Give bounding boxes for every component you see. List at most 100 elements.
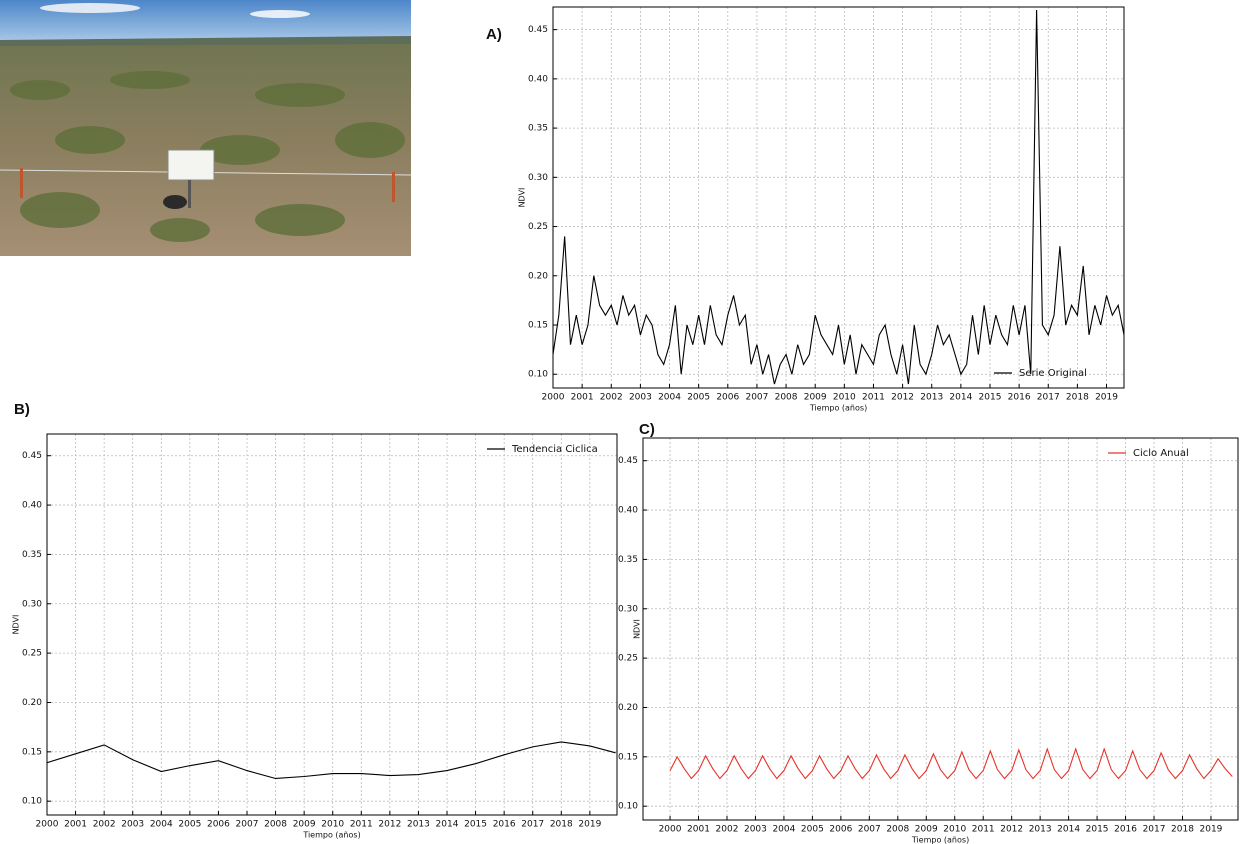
y-tick-label: 0.15 bbox=[528, 320, 548, 330]
x-tick-label: 2019 bbox=[1200, 825, 1223, 835]
x-tick-label: 2009 bbox=[804, 393, 827, 403]
x-axis-label: Tiempo (años) bbox=[302, 831, 360, 840]
x-tick-label: 2008 bbox=[264, 820, 287, 830]
y-tick-label: 0.40 bbox=[618, 506, 638, 516]
x-tick-label: 2002 bbox=[600, 393, 623, 403]
panel-label: B) bbox=[14, 401, 30, 418]
x-tick-label: 2007 bbox=[236, 820, 259, 830]
x-tick-label: 2011 bbox=[350, 820, 373, 830]
x-tick-label: 2013 bbox=[407, 820, 430, 830]
legend-label: Ciclo Anual bbox=[1133, 448, 1189, 459]
x-tick-label: 2006 bbox=[207, 820, 230, 830]
x-tick-label: 2006 bbox=[829, 825, 852, 835]
x-tick-label: 2002 bbox=[716, 825, 739, 835]
y-tick-label: 0.15 bbox=[22, 747, 42, 757]
legend-label: Tendencia Ciclica bbox=[511, 444, 598, 455]
x-tick-label: 2003 bbox=[121, 820, 144, 830]
y-tick-label: 0.20 bbox=[528, 271, 548, 281]
x-tick-label: 2014 bbox=[949, 393, 972, 403]
x-tick-label: 2001 bbox=[64, 820, 87, 830]
plot-frame bbox=[642, 437, 1239, 821]
x-tick-label: 2000 bbox=[659, 825, 682, 835]
x-tick-label: 2001 bbox=[571, 393, 594, 403]
x-tick-label: 2007 bbox=[745, 393, 768, 403]
x-axis-label: Tiempo (años) bbox=[911, 836, 969, 844]
x-tick-label: 2019 bbox=[578, 820, 601, 830]
x-tick-label: 2012 bbox=[1000, 825, 1023, 835]
x-tick-label: 2019 bbox=[1095, 393, 1118, 403]
x-tick-label: 2017 bbox=[521, 820, 544, 830]
x-tick-label: 2004 bbox=[658, 393, 681, 403]
data-line bbox=[47, 741, 616, 780]
y-tick-label: 0.40 bbox=[528, 74, 548, 84]
y-tick-label: 0.35 bbox=[618, 555, 638, 565]
x-tick-label: 2008 bbox=[775, 393, 798, 403]
x-tick-label: 2004 bbox=[150, 820, 173, 830]
x-tick-label: 2016 bbox=[493, 820, 516, 830]
photo bbox=[0, 0, 412, 256]
data-line bbox=[669, 747, 1233, 780]
y-tick-label: 0.45 bbox=[528, 25, 548, 35]
x-tick-label: 2000 bbox=[36, 820, 59, 830]
x-tick-label: 2016 bbox=[1008, 393, 1031, 403]
y-axis-label: NDVI bbox=[633, 619, 642, 639]
x-tick-label: 2012 bbox=[378, 820, 401, 830]
x-tick-label: 2008 bbox=[886, 825, 909, 835]
chart: A) 0.10 0.15 0.20 0.25 0.30 0.35 0.40 0.45 2000 20… bbox=[486, 6, 1125, 413]
y-tick-label: 0.35 bbox=[22, 550, 42, 560]
x-tick-label: 2012 bbox=[891, 393, 914, 403]
x-tick-label: 2017 bbox=[1037, 393, 1060, 403]
x-tick-label: 2014 bbox=[436, 820, 459, 830]
y-tick-label: 0.20 bbox=[618, 703, 638, 713]
x-tick-label: 2014 bbox=[1057, 825, 1080, 835]
y-axis-label: NDVI bbox=[518, 188, 527, 208]
x-tick-label: 2009 bbox=[915, 825, 938, 835]
y-tick-label: 0.30 bbox=[528, 173, 548, 183]
x-tick-label: 2015 bbox=[979, 393, 1002, 403]
x-tick-label: 2018 bbox=[1171, 825, 1194, 835]
x-tick-label: 2015 bbox=[464, 820, 487, 830]
x-tick-label: 2018 bbox=[1066, 393, 1089, 403]
y-tick-label: 0.40 bbox=[22, 501, 42, 511]
y-tick-label: 0.20 bbox=[22, 698, 42, 708]
y-tick-label: 0.45 bbox=[22, 451, 42, 461]
plot-frame bbox=[552, 6, 1125, 389]
plot-frame bbox=[46, 433, 618, 816]
x-tick-label: 2018 bbox=[550, 820, 573, 830]
x-tick-label: 2007 bbox=[858, 825, 881, 835]
x-tick-label: 2006 bbox=[716, 393, 739, 403]
legend-label: Serie Original bbox=[1019, 368, 1087, 379]
x-tick-label: 2003 bbox=[629, 393, 652, 403]
x-tick-label: 2010 bbox=[943, 825, 966, 835]
y-tick-label: 0.45 bbox=[618, 456, 638, 466]
y-tick-label: 0.30 bbox=[618, 604, 638, 614]
x-tick-label: 2000 bbox=[542, 393, 565, 403]
x-tick-label: 2005 bbox=[801, 825, 824, 835]
chart: C) 0.10 0.15 0.20 0.25 0.30 0.35 0.40 0.45 2000 20… bbox=[618, 421, 1239, 844]
x-tick-label: 2001 bbox=[687, 825, 710, 835]
y-tick-label: 0.35 bbox=[528, 124, 548, 134]
y-tick-label: 0.25 bbox=[528, 222, 548, 232]
panel-label: C) bbox=[639, 421, 655, 438]
chart: B) 0.10 0.15 0.20 0.25 0.30 0.35 0.40 0.45 2000 20… bbox=[12, 401, 618, 840]
x-tick-label: 2005 bbox=[178, 820, 201, 830]
x-tick-label: 2004 bbox=[772, 825, 795, 835]
x-axis-label: Tiempo (años) bbox=[809, 404, 867, 413]
x-tick-label: 2003 bbox=[744, 825, 767, 835]
y-axis-label: NDVI bbox=[12, 615, 21, 635]
x-tick-label: 2015 bbox=[1086, 825, 1109, 835]
x-tick-label: 2016 bbox=[1114, 825, 1137, 835]
x-tick-label: 2013 bbox=[920, 393, 943, 403]
y-tick-label: 0.30 bbox=[22, 599, 42, 609]
x-tick-label: 2013 bbox=[1029, 825, 1052, 835]
data-line bbox=[553, 9, 1124, 385]
panel-label: A) bbox=[486, 26, 502, 43]
x-tick-label: 2011 bbox=[972, 825, 995, 835]
x-tick-label: 2009 bbox=[293, 820, 316, 830]
x-tick-label: 2010 bbox=[833, 393, 856, 403]
x-tick-label: 2011 bbox=[862, 393, 885, 403]
y-tick-label: 0.10 bbox=[22, 797, 42, 807]
y-tick-label: 0.10 bbox=[618, 802, 638, 812]
x-tick-label: 2017 bbox=[1143, 825, 1166, 835]
